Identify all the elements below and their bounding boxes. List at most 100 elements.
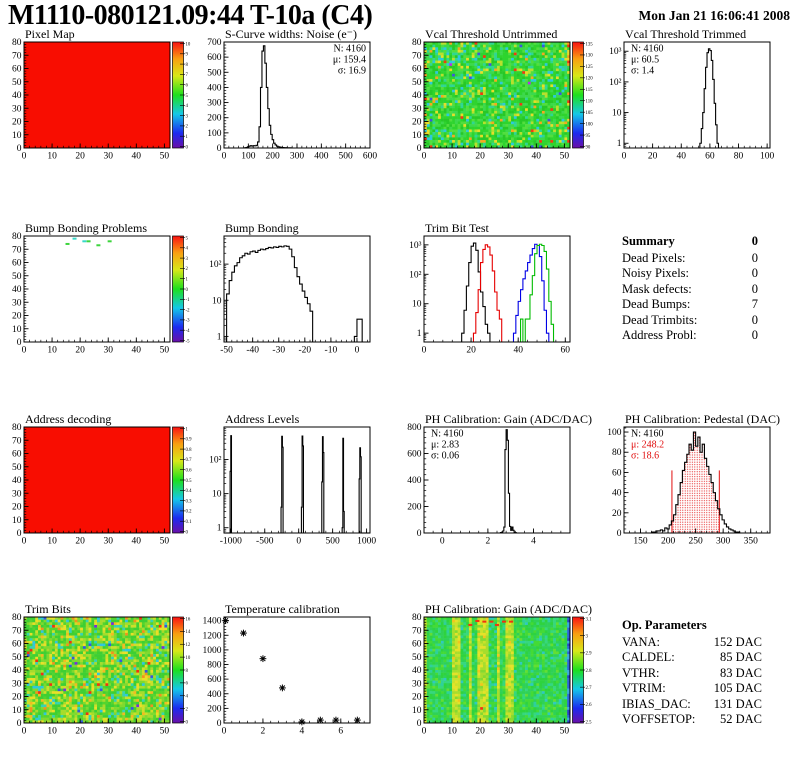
svg-text:120: 120 <box>586 77 594 82</box>
svg-text:60: 60 <box>412 65 422 75</box>
op-param-row: VOFFSETOP: 52 DAC <box>622 712 762 728</box>
svg-text:10³: 10³ <box>609 47 622 57</box>
svg-text:10³: 10³ <box>409 241 422 251</box>
summary-total: 0 <box>751 234 758 248</box>
svg-text:-1: -1 <box>186 298 191 303</box>
svg-text:Bump Bonding: Bump Bonding <box>225 222 299 235</box>
svg-text:30: 30 <box>12 298 22 308</box>
svg-text:70: 70 <box>12 51 22 61</box>
svg-text:50: 50 <box>560 152 570 162</box>
svg-text:0.5: 0.5 <box>186 479 193 484</box>
svg-text:10²: 10² <box>409 270 422 280</box>
svg-text:20: 20 <box>648 152 658 162</box>
svg-text:PH Calibration: Pedestal (DAC): PH Calibration: Pedestal (DAC) <box>625 413 780 426</box>
summary-row: Noisy Pixels: 0 <box>622 266 758 282</box>
summary-block: Summary 0 Dead Pixels: 0 Noisy Pixels: 0 M… <box>622 234 758 344</box>
summary-value: 0 <box>751 250 758 265</box>
svg-text:N: 4160: N: 4160 <box>431 429 464 440</box>
svg-text:200: 200 <box>407 503 422 513</box>
svg-text:800: 800 <box>407 423 422 433</box>
svg-text:0: 0 <box>17 529 22 539</box>
svg-text:5: 5 <box>186 236 189 241</box>
svg-text:0: 0 <box>622 152 627 162</box>
svg-text:9: 9 <box>186 53 189 58</box>
scurve-noise-chart: 0 100 200 300 400 500 600 0 100 200 300 400 500 600 70… <box>200 28 400 168</box>
summary-label: Noisy Pixels: <box>622 266 690 280</box>
op-param-row: CALDEL: 85 DAC <box>622 650 762 666</box>
summary-label: Dead Bumps: <box>622 297 691 311</box>
svg-text:40: 40 <box>132 537 142 547</box>
op-param-value: 83 DAC <box>719 665 762 680</box>
svg-text:0: 0 <box>355 346 360 356</box>
svg-text:600: 600 <box>407 450 422 460</box>
svg-text:-4: -4 <box>186 329 191 334</box>
pixel-map-chart: 10 9 8 7 6 5 4 3 2 1 0 0 10 20 30 40 50 0 10 20 30 40 50 60 70 80… <box>0 28 200 168</box>
svg-text:10: 10 <box>47 152 57 162</box>
svg-text:10: 10 <box>412 300 422 310</box>
summary-row: Address Probl: 0 <box>622 328 758 344</box>
svg-text:0.7: 0.7 <box>186 458 193 463</box>
svg-text:700: 700 <box>207 38 222 48</box>
svg-text:10²: 10² <box>609 78 622 88</box>
op-param-value: 131 DAC <box>713 696 762 711</box>
op-param-value: 85 DAC <box>719 650 762 664</box>
svg-text:N: 4160: N: 4160 <box>631 429 664 440</box>
svg-text:0.3: 0.3 <box>186 499 193 504</box>
temperature-calibration-chart: 0 2 4 6 0 200 400 600 800 1000 1200 1400 Temperature… <box>200 603 400 743</box>
svg-text:300: 300 <box>207 99 222 109</box>
op-param-row: IBIAS_DAC: 131 DAC <box>622 697 762 713</box>
address_decoding-plot: 10.90.80.70.60.50.40.30.20.100 10 20 30 40 50… <box>12 413 193 547</box>
svg-text:0.9: 0.9 <box>186 438 193 443</box>
page-title: M1110-080121.09:44 T-10a (C4) <box>8 0 373 31</box>
svg-text:Vcal Threshold Trimmed: Vcal Threshold Trimmed <box>625 28 746 41</box>
svg-text:-1000: -1000 <box>220 537 242 547</box>
svg-text:0: 0 <box>22 346 27 356</box>
svg-text:5: 5 <box>186 94 189 99</box>
svg-text:10: 10 <box>186 42 191 47</box>
svg-text:0: 0 <box>186 288 189 293</box>
svg-text:60: 60 <box>12 259 22 269</box>
svg-text:σ: 1.4: σ: 1.4 <box>631 66 654 77</box>
svg-text:80: 80 <box>12 38 22 48</box>
svg-text:3: 3 <box>186 257 189 262</box>
svg-text:20: 20 <box>412 118 422 128</box>
summary-value: 7 <box>751 297 758 311</box>
svg-text:70: 70 <box>12 436 22 446</box>
summary-value: 0 <box>751 328 758 342</box>
svg-text:σ: 16.9: σ: 16.9 <box>338 66 366 77</box>
svg-text:50: 50 <box>160 152 170 162</box>
svg-text:1: 1 <box>417 329 422 339</box>
op-parameters-block: Op. Parameters VANA: 152 DAC CALDEL: 85 DA… <box>622 618 762 728</box>
svg-text:20: 20 <box>475 152 485 162</box>
address_levels-plot: -1000 -500 0 500 1000 1 10 10² Address Levels <box>209 413 376 547</box>
svg-text:Trim Bit Test: Trim Bit Test <box>425 222 490 235</box>
svg-text:60: 60 <box>561 346 571 356</box>
vcal-threshold-trimmed-chart: 0 20 40 60 80 100 1 10 10² 10³ Vcal Threshold Trim… <box>600 28 796 168</box>
svg-text:60: 60 <box>12 450 22 460</box>
svg-text:50: 50 <box>12 463 22 473</box>
svg-text:4: 4 <box>186 104 189 109</box>
svg-text:40: 40 <box>677 152 687 162</box>
svg-text:500: 500 <box>207 68 222 78</box>
op-param-label: CALDEL: <box>622 650 675 664</box>
summary-value: 0 <box>751 281 758 296</box>
svg-text:0: 0 <box>186 530 189 535</box>
address-decoding-chart: 1 0.9 0.8 0.7 0.6 0.5 0.4 0.3 0.2 0.1 0 0 10 20 30 40 50… <box>0 413 200 553</box>
svg-text:50: 50 <box>160 346 170 356</box>
svg-text:40: 40 <box>513 346 523 356</box>
svg-text:0: 0 <box>440 537 445 547</box>
svg-text:110: 110 <box>586 100 594 105</box>
svg-text:PH Calibration: Gain (ADC/DAC): PH Calibration: Gain (ADC/DAC) <box>425 413 592 426</box>
ph-pedestal-chart: 150 200 250 300 350 0 20 40 60 80 100 PH Calibratio… <box>600 413 796 553</box>
svg-text:0.1: 0.1 <box>186 520 193 525</box>
svg-text:0: 0 <box>222 152 227 162</box>
svg-text:N: 4160: N: 4160 <box>334 44 367 55</box>
svg-text:20: 20 <box>466 346 476 356</box>
svg-text:95: 95 <box>586 134 591 139</box>
svg-text:10: 10 <box>47 346 57 356</box>
svg-text:2: 2 <box>186 267 189 272</box>
svg-text:250: 250 <box>688 537 703 547</box>
